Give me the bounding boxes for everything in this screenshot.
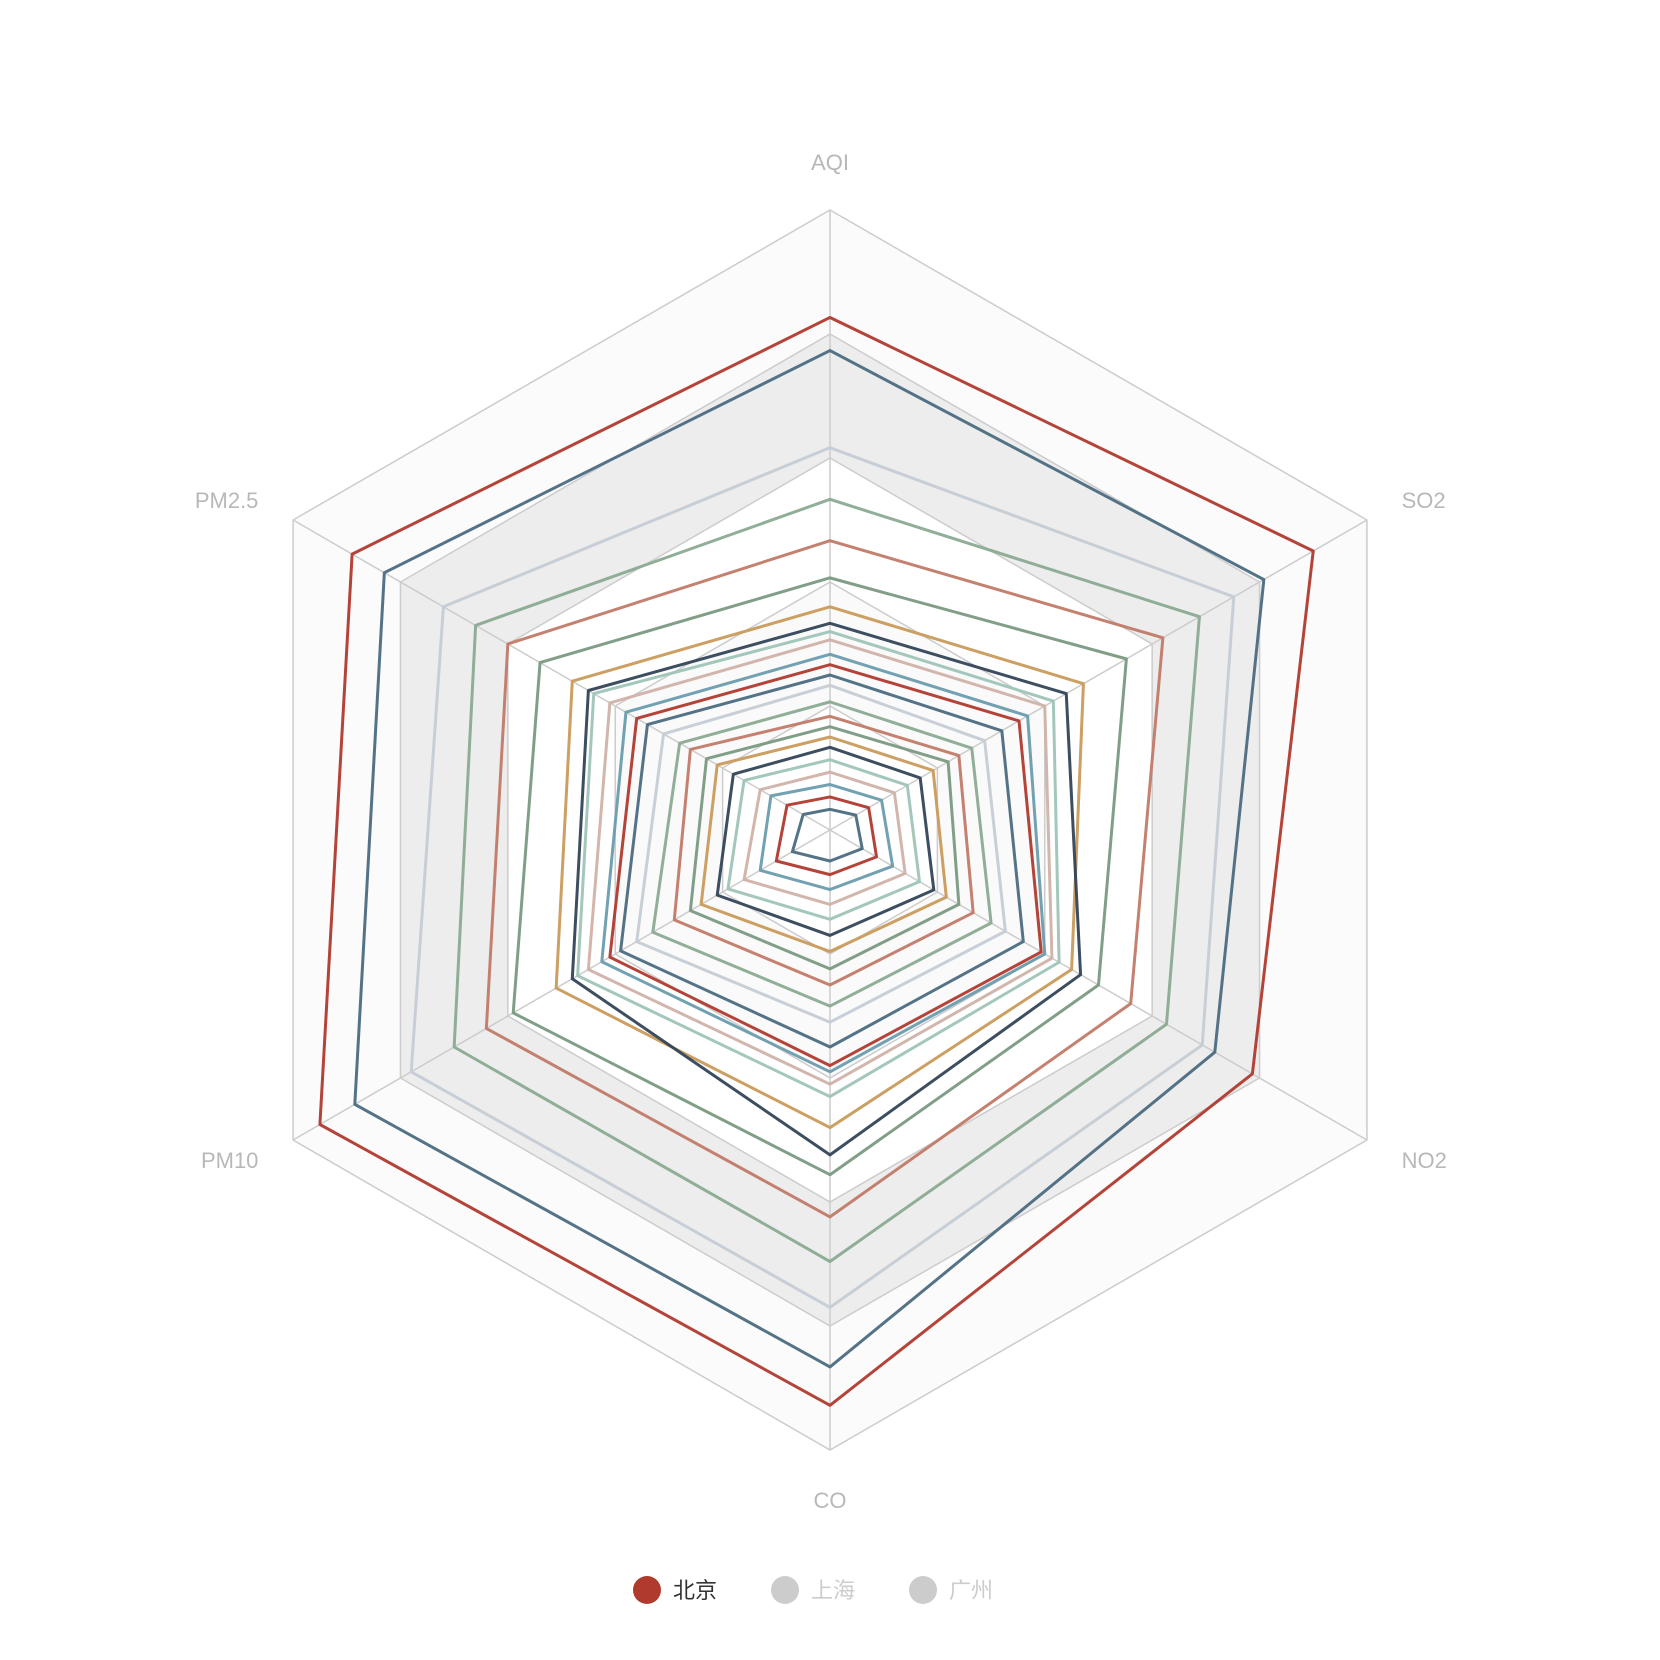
series-polygon[interactable] xyxy=(554,605,1085,1130)
series-polygon[interactable] xyxy=(672,714,975,987)
legend-label: 广州 xyxy=(949,1579,993,1604)
series-polygon[interactable] xyxy=(576,630,1061,1099)
axis-label-no2: NO2 xyxy=(1402,1148,1447,1173)
axis-label-pm10: PM10 xyxy=(201,1148,258,1173)
legend-label: 上海 xyxy=(811,1579,855,1604)
series-polygon[interactable] xyxy=(608,663,1043,1068)
series-polygon[interactable] xyxy=(570,621,1083,1157)
axis-label-aqi: AQI xyxy=(811,150,849,175)
legend-item-2[interactable]: 上海 xyxy=(771,1576,855,1604)
series-polygon[interactable] xyxy=(726,758,921,921)
radar-axis-labels: AQI SO2 NO2 CO PM10 PM2.5 xyxy=(195,150,1447,1513)
series-polygon[interactable] xyxy=(511,576,1128,1177)
legend[interactable]: 北京 上海 广州 xyxy=(633,1576,993,1604)
series-polygon[interactable] xyxy=(635,683,1007,1024)
legend-item-1[interactable]: 北京 xyxy=(633,1576,717,1604)
series-polygon[interactable] xyxy=(688,725,961,971)
series-polygon[interactable] xyxy=(600,652,1047,1074)
series-polygon[interactable] xyxy=(742,770,907,906)
series-polygon[interactable] xyxy=(758,783,895,892)
axis-line-pm25 xyxy=(292,519,831,831)
series-polygon[interactable] xyxy=(484,539,1165,1219)
series-polygon[interactable] xyxy=(586,638,1054,1086)
series-polygon[interactable] xyxy=(651,700,993,1008)
axis-line-pm10 xyxy=(292,829,831,1141)
series-polygon[interactable] xyxy=(353,349,1266,1369)
radar-series-polygons[interactable] xyxy=(318,315,1315,1407)
series-polygon[interactable] xyxy=(318,315,1315,1407)
axis-label-co: CO xyxy=(814,1488,847,1513)
series-polygon[interactable] xyxy=(790,807,864,863)
legend-marker-icon xyxy=(909,1576,937,1604)
series-polygon[interactable] xyxy=(409,446,1236,1309)
series-polygon[interactable] xyxy=(619,673,1025,1049)
series-polygon[interactable] xyxy=(715,745,936,937)
axis-label-so2: SO2 xyxy=(1402,488,1446,513)
series-polygon[interactable] xyxy=(452,497,1201,1264)
legend-marker-icon xyxy=(633,1576,661,1604)
legend-marker-icon xyxy=(771,1576,799,1604)
legend-label: 北京 xyxy=(673,1579,717,1604)
axis-label-pm25: PM2.5 xyxy=(195,488,259,513)
legend-item-3[interactable]: 广州 xyxy=(909,1576,993,1604)
series-polygon[interactable] xyxy=(699,735,948,954)
series-polygon[interactable] xyxy=(774,795,879,877)
